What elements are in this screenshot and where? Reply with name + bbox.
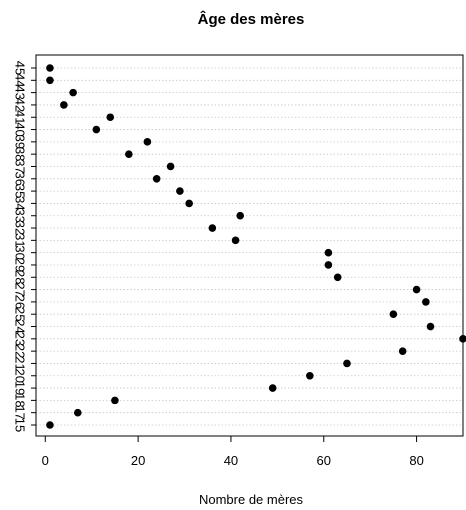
y-tick-label: 29 — [13, 258, 28, 272]
data-point — [324, 261, 333, 269]
data-point — [306, 371, 314, 380]
x-tick-label: 20 — [131, 453, 145, 468]
grid-layer — [36, 67, 463, 426]
data-point — [389, 310, 398, 319]
y-tick-label: 28 — [13, 270, 28, 284]
data-point — [92, 125, 101, 134]
x-tick-label: 80 — [409, 453, 423, 468]
y-tick-label: 37 — [13, 159, 28, 173]
y-tick-label: 19 — [13, 381, 28, 395]
data-point — [176, 187, 184, 195]
y-tick-label: 32 — [13, 221, 28, 235]
data-point — [46, 76, 54, 85]
x-tick-label: 0 — [42, 453, 49, 468]
data-point — [398, 347, 407, 355]
y-tick-label: 35 — [13, 184, 28, 198]
y-tick-label: 23 — [13, 332, 28, 346]
data-point — [268, 384, 277, 392]
y-tick-label: 39 — [13, 135, 28, 149]
data-point — [111, 396, 119, 405]
data-point — [46, 421, 54, 429]
y-tick-label: 33 — [13, 208, 28, 222]
y-tick-label: 36 — [13, 172, 28, 186]
data-point — [166, 162, 175, 171]
y-tick-label: 21 — [13, 356, 28, 370]
x-axis-label: Nombre de mères — [199, 492, 304, 507]
data-point — [236, 211, 245, 220]
data-point — [106, 113, 115, 122]
data-points — [46, 64, 466, 429]
plot-frame — [35, 54, 464, 437]
data-point — [231, 236, 240, 245]
y-tick-label: 18 — [13, 393, 28, 407]
data-point — [143, 138, 152, 146]
y-tick-label: 41 — [13, 110, 28, 124]
y-tick-label: 20 — [13, 369, 28, 383]
y-tick-label: 15 — [13, 418, 28, 432]
x-axis: 0 20 40 60 80 — [42, 436, 424, 468]
chart-title: Âge des mères — [198, 10, 305, 28]
y-axis: 1517181920212223242526272829303132333435… — [13, 61, 36, 432]
data-point — [324, 248, 333, 257]
y-tick-label: 24 — [13, 319, 28, 333]
x-tick-label: 60 — [317, 453, 331, 468]
data-point — [412, 285, 421, 294]
y-tick-label: 30 — [13, 245, 28, 259]
data-point — [422, 298, 430, 306]
y-tick-label: 44 — [13, 73, 28, 87]
data-point — [343, 359, 351, 368]
data-point — [459, 335, 466, 343]
data-point — [46, 64, 54, 72]
data-point — [185, 199, 193, 208]
y-tick-label: 43 — [13, 85, 28, 99]
data-point — [69, 88, 77, 97]
y-tick-label: 45 — [13, 61, 28, 75]
data-point — [60, 101, 68, 109]
data-point — [152, 174, 161, 183]
y-tick-label: 34 — [13, 196, 28, 210]
y-tick-label: 25 — [13, 307, 28, 321]
y-tick-label: 22 — [13, 344, 28, 358]
data-point — [125, 150, 133, 158]
y-tick-label: 27 — [13, 282, 28, 296]
data-point — [73, 408, 82, 417]
x-tick-label: 40 — [224, 453, 238, 468]
y-tick-label: 26 — [13, 295, 28, 309]
data-point — [333, 273, 342, 282]
y-tick-label: 40 — [13, 122, 28, 136]
y-tick-label: 42 — [13, 98, 28, 112]
data-point — [208, 224, 217, 232]
y-tick-label: 31 — [13, 233, 28, 247]
y-tick-label: 38 — [13, 147, 28, 161]
data-point — [426, 322, 435, 331]
y-tick-label: 17 — [13, 405, 28, 419]
